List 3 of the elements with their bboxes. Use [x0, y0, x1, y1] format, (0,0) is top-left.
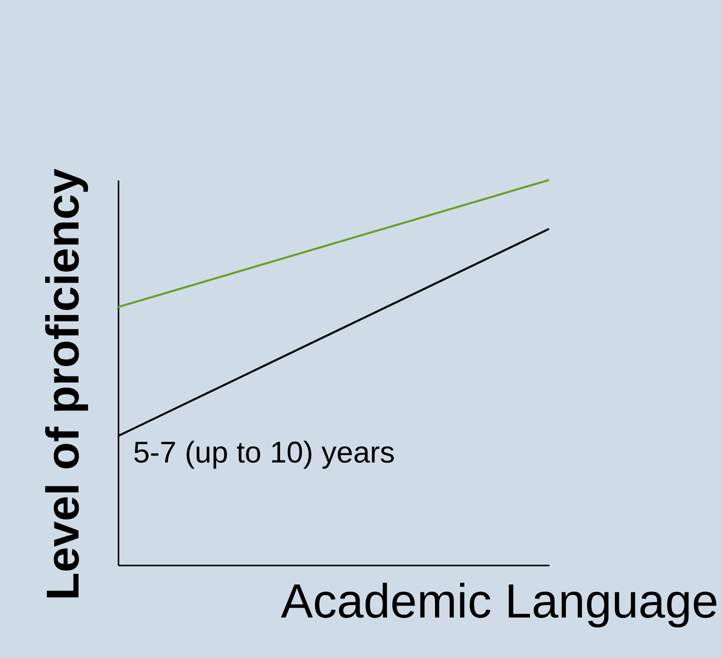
- x-axis-title: Academic Language: [280, 576, 718, 628]
- y-axis-title: Level of proficiency: [36, 168, 88, 600]
- annotation: 5-7 (up to 10) years: [133, 436, 395, 470]
